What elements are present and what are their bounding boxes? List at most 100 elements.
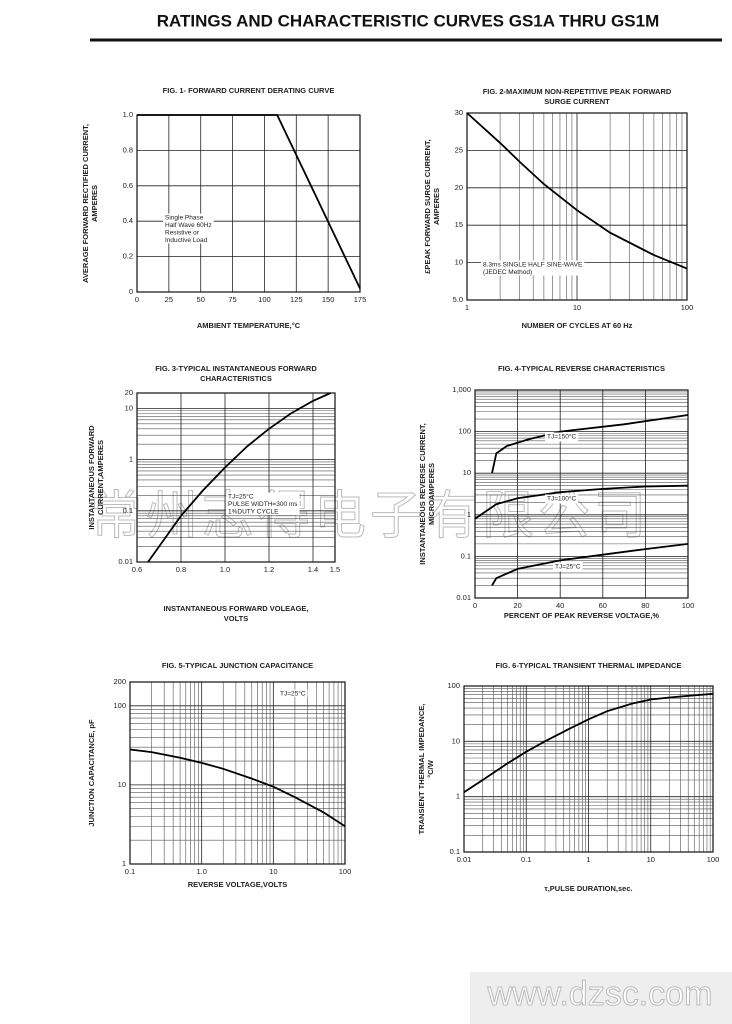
annotation-bg <box>163 213 214 244</box>
series-label-bg <box>545 494 579 504</box>
y-axis-label: £PEAK FORWARD SURGE CURRENT, <box>423 139 432 273</box>
series-label: TJ=100°C <box>547 495 576 503</box>
annotation: TJ=25°C <box>280 690 306 698</box>
x-axis-label: REVERSE VOLTAGE,VOLTS <box>188 880 288 889</box>
annotation: PULSE WIDTH=300 ms <box>228 501 298 508</box>
x-tick-label: 0 <box>135 295 139 304</box>
y-tick-label: 0.01 <box>456 593 471 602</box>
plot-frame <box>129 681 346 865</box>
x-tick-label: 10 <box>573 303 581 312</box>
figure-title: CHARACTERISTICS <box>200 374 272 383</box>
curve <box>129 748 346 828</box>
y-tick-label: 10 <box>118 780 126 789</box>
x-tick-label: 50 <box>197 295 205 304</box>
y-tick-label: 0.1 <box>450 847 460 856</box>
watermark-url: www.dzsc.com <box>487 975 713 1013</box>
annotation: Half Wave 60Hz <box>165 222 212 229</box>
annotation-bg <box>226 492 300 515</box>
x-axis-label: AMBIENT TEMPERATURE,°C <box>197 321 301 330</box>
y-axis-label: INSTANTANEOUS REVERSE CURRENT, <box>418 423 427 564</box>
x-tick-label: 1 <box>465 303 469 312</box>
annotation: (JEDEC Method) <box>483 269 532 276</box>
annotation-bg <box>278 689 308 697</box>
x-tick-label: 20 <box>513 601 521 610</box>
y-tick-label: 0.8 <box>123 145 133 154</box>
watermark-band <box>470 972 732 1024</box>
y-axis-label: TRANSIENT THERMAL IMPEDANCE, <box>417 704 426 835</box>
y-tick-label: 5.0 <box>453 295 463 304</box>
x-tick-label: 100 <box>681 303 694 312</box>
x-tick-label: 100 <box>258 295 271 304</box>
plot-frame <box>474 389 689 599</box>
y-axis-label: °C/W <box>426 759 435 777</box>
y-tick-label: 1 <box>467 510 471 519</box>
y-tick-label: 100 <box>447 681 460 690</box>
figure-title: FIG. 3-TYPICAL INSTANTANEOUS FORWARD <box>155 364 317 373</box>
x-axis-label: τ,PULSE DURATION,sec. <box>544 884 632 893</box>
y-tick-label: 10 <box>452 736 460 745</box>
series-label: TJ=150°C <box>547 433 576 441</box>
series-label-bg <box>553 562 583 572</box>
y-tick-label: 20 <box>125 388 133 397</box>
x-axis-label: INSTANTANEOUS FORWARD VOLEAGE, <box>163 604 308 613</box>
y-tick-label: 1.0 <box>123 110 133 119</box>
plot-frame <box>463 685 714 853</box>
y-tick-label: 25 <box>455 145 463 154</box>
y-tick-label: 1 <box>456 792 460 801</box>
curve <box>463 693 714 794</box>
x-tick-label: 1.0 <box>196 867 206 876</box>
x-tick-label: 0.1 <box>521 855 531 864</box>
x-axis-label: PERCENT OF PEAK REVERSE VOLTAGE,% <box>504 611 659 620</box>
x-tick-label: 80 <box>641 601 649 610</box>
annotation: Resistive or <box>165 230 200 237</box>
x-tick-label: 125 <box>290 295 303 304</box>
x-tick-label: 1 <box>586 855 590 864</box>
x-axis-label: VOLTS <box>224 614 248 623</box>
x-tick-label: 1.0 <box>220 565 230 574</box>
x-tick-label: 0.6 <box>132 565 142 574</box>
figure-title: FIG. 2-MAXIMUM NON-REPETITIVE PEAK FORWA… <box>483 87 672 96</box>
figure-title: FIG. 5-TYPICAL JUNCTION CAPACITANCE <box>162 661 313 670</box>
y-axis-label: MICROAMPERES <box>427 463 436 525</box>
x-tick-label: 25 <box>165 295 173 304</box>
figure-title: FIG. 6-TYPICAL TRANSIENT THERMAL IMPEDAN… <box>496 661 682 670</box>
x-tick-label: 175 <box>354 295 367 304</box>
y-axis-label: CURRENT,AMPERES <box>96 440 105 515</box>
figure-title: SURGE CURRENT <box>544 97 610 106</box>
x-tick-label: 0.1 <box>125 867 135 876</box>
annotation: TJ=25°C <box>228 493 254 501</box>
x-tick-label: 100 <box>707 855 720 864</box>
plot-frame <box>136 392 336 563</box>
y-tick-label: 1,000 <box>452 385 471 394</box>
x-tick-label: 1.2 <box>264 565 274 574</box>
x-axis-label: NUMBER OF CYCLES AT 60 Hz <box>522 321 633 330</box>
curve <box>137 114 361 289</box>
x-tick-label: 1.5 <box>330 565 340 574</box>
curve <box>466 112 688 270</box>
y-tick-label: 30 <box>455 108 463 117</box>
y-tick-label: 10 <box>455 258 463 267</box>
annotation: Inductive Load <box>165 237 208 244</box>
y-tick-label: 10 <box>125 403 133 412</box>
y-axis-label: AMPERES <box>432 188 441 225</box>
x-tick-label: 0 <box>473 601 477 610</box>
y-tick-label: 0.1 <box>123 506 133 515</box>
annotation: Single Phase <box>165 215 204 222</box>
x-tick-label: 100 <box>339 867 352 876</box>
figure-title: FIG. 1- FORWARD CURRENT DERATING CURVE <box>163 86 335 95</box>
x-tick-label: 75 <box>228 295 236 304</box>
curve <box>474 484 689 520</box>
y-tick-label: 10 <box>463 468 471 477</box>
x-tick-label: 0.01 <box>457 855 472 864</box>
x-tick-label: 10 <box>647 855 655 864</box>
y-axis-label: AVERAGE FORWARD RECTIFIED CURRENT, <box>81 124 90 283</box>
y-tick-label: 0 <box>129 287 133 296</box>
x-tick-label: 150 <box>322 295 335 304</box>
plot-frame <box>136 114 361 293</box>
x-tick-label: 10 <box>269 867 277 876</box>
x-tick-label: 40 <box>556 601 564 610</box>
y-axis-label: JUNCTION CAPACITANCE, pF <box>87 719 96 827</box>
y-tick-label: 100 <box>113 701 126 710</box>
curve <box>491 543 689 586</box>
y-tick-label: 0.1 <box>461 551 471 560</box>
